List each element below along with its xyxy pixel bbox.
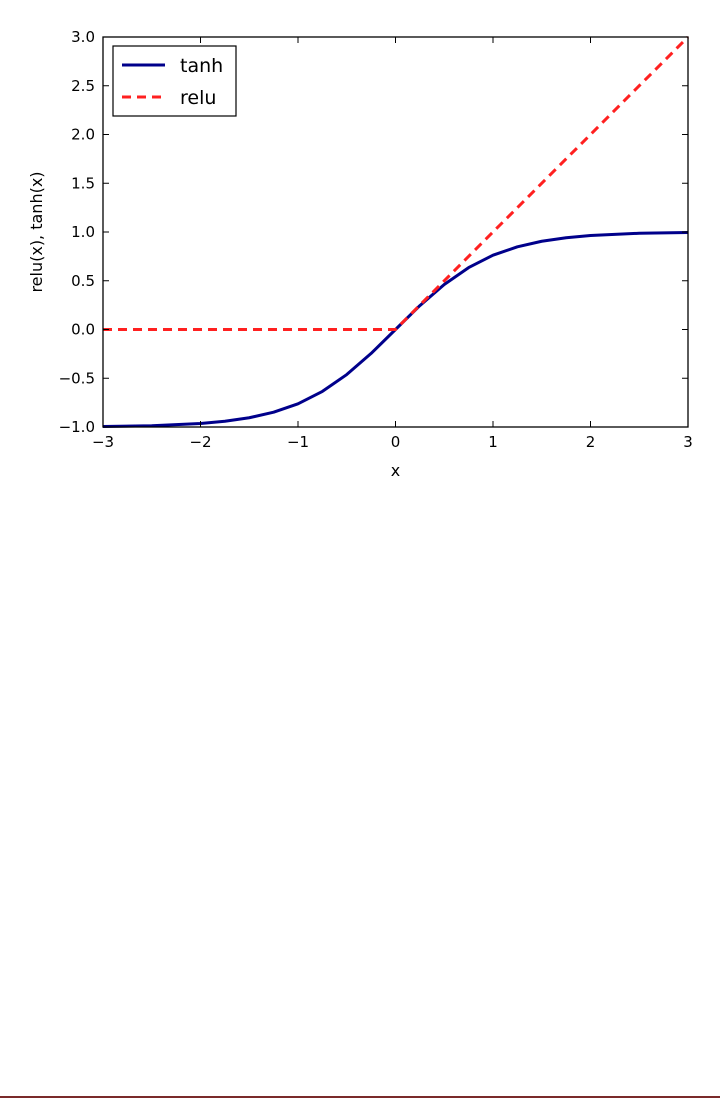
x-tick-label: −1 <box>287 433 309 451</box>
x-tick-label: −2 <box>189 433 211 451</box>
x-tick-label: 2 <box>586 433 596 451</box>
legend: tanh relu <box>112 45 237 117</box>
x-tick-label: 1 <box>488 433 498 451</box>
y-tick-label: 1.0 <box>71 223 95 241</box>
x-tick-label: 0 <box>391 433 401 451</box>
x-tick-label: 3 <box>683 433 693 451</box>
plot-frame <box>102 36 689 428</box>
legend-label-relu: relu <box>180 87 216 109</box>
y-tick-label: 1.5 <box>71 174 95 192</box>
page-bottom-rule <box>0 1096 720 1098</box>
legend-label-tanh: tanh <box>180 55 223 77</box>
x-axis-label: x <box>391 461 400 480</box>
x-tick-label: −3 <box>92 433 114 451</box>
y-tick-label: 0.0 <box>71 321 95 339</box>
series-layer <box>102 35 690 429</box>
y-tick-label: 2.5 <box>71 77 95 95</box>
legend-box <box>112 45 237 117</box>
y-axis-label: relu(x), tanh(x) <box>27 171 46 292</box>
y-tick-label: −0.5 <box>59 369 95 387</box>
tick-labels: −3 −2 −1 0 1 2 3 −1.0 −0.5 0.0 0.5 1.0 1.5 2.0 2.5 3.0 <box>59 28 693 451</box>
y-tick-label: 0.5 <box>71 272 95 290</box>
y-tick-label: 2.0 <box>71 126 95 144</box>
y-tick-label: −1.0 <box>59 418 95 436</box>
series-line-relu <box>103 35 690 331</box>
y-tick-label: 3.0 <box>71 28 95 46</box>
